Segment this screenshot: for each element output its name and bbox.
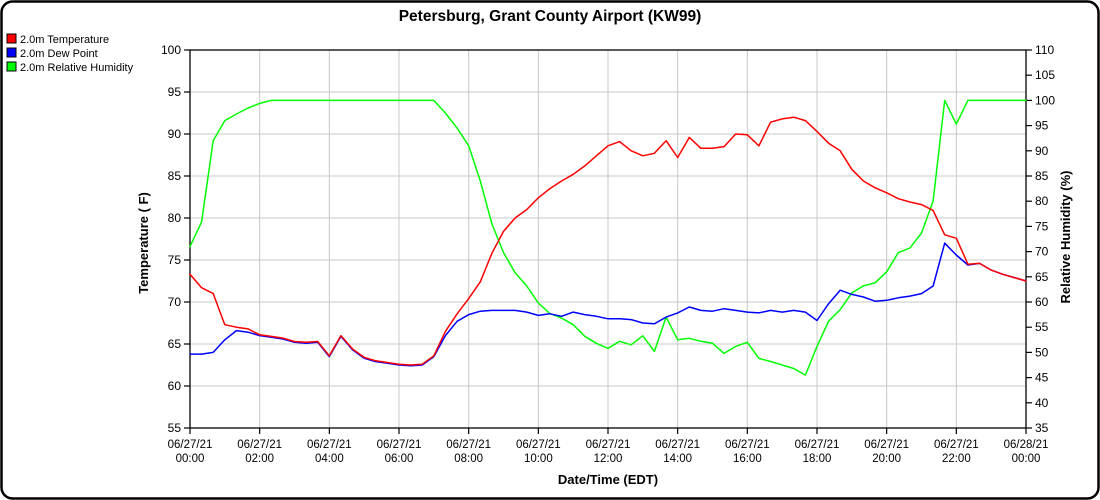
- x-axis-tick-label: 06/27/21 06:00: [377, 439, 422, 465]
- right-axis-tick-label: 60: [1035, 295, 1049, 309]
- axis-tick-labels: 55 60 65 70 75 80 85 90 95 100 35 40 45 50 55 60 65 70 75 8…: [161, 43, 1055, 465]
- right-axis-tick-label: 105: [1035, 68, 1055, 82]
- x-axis-tick-label: 06/27/21 02:00: [237, 439, 282, 465]
- x-axis-tick-label: 06/27/21 10:00: [516, 439, 561, 465]
- right-axis-tick-label: 95: [1035, 119, 1049, 133]
- x-axis-tick-label: 06/27/21 22:00: [934, 439, 979, 465]
- legend-item-temperature: 2.0m Temperature: [6, 33, 109, 46]
- relative-humidity-line: [189, 99, 1027, 376]
- left-axis-tick-label: 70: [168, 295, 182, 309]
- left-axis-tick-label: 90: [168, 127, 182, 141]
- right-axis-tick-label: 45: [1035, 371, 1049, 385]
- x-axis-tick-label: 06/27/21 14:00: [655, 439, 700, 465]
- temperature-line: [189, 116, 1027, 366]
- dew-point-legend-swatch: [6, 47, 17, 58]
- dew-point-line: [189, 242, 1027, 367]
- temperature-legend-label: 2.0m Temperature: [20, 34, 109, 46]
- relative-humidity-legend-label: 2.0m Relative Humidity: [20, 62, 134, 74]
- right-y-axis-title: Relative Humidity (%): [1058, 171, 1073, 304]
- right-axis-tick-label: 85: [1035, 169, 1049, 183]
- x-axis-tick-label: 06/27/21 12:00: [586, 439, 631, 465]
- x-axis-title: Date/Time (EDT): [558, 472, 658, 487]
- right-axis-tick-label: 100: [1035, 93, 1055, 107]
- x-axis-tick-label: 06/27/21 16:00: [725, 439, 770, 465]
- left-axis-tick-label: 65: [168, 337, 182, 351]
- right-axis-tick-label: 70: [1035, 245, 1049, 259]
- right-axis-tick-label: 50: [1035, 345, 1049, 359]
- data-series: [189, 99, 1027, 376]
- left-axis-tick-label: 95: [168, 85, 182, 99]
- legend-item-relative-humidity: 2.0m Relative Humidity: [6, 61, 134, 74]
- gridlines: [190, 50, 1026, 428]
- temperature-legend-swatch: [6, 33, 17, 44]
- right-axis-tick-label: 80: [1035, 194, 1049, 208]
- x-axis-tick-label: 06/28/21 00:00: [1004, 439, 1049, 465]
- left-y-axis-title: Temperature ( F): [136, 192, 151, 294]
- left-axis-tick-label: 100: [161, 43, 181, 57]
- legend: 2.0m Temperature 2.0m Dew Point 2.0m Rel…: [6, 33, 134, 74]
- chart-title: Petersburg, Grant County Airport (KW99): [399, 8, 702, 25]
- legend-item-dew-point: 2.0m Dew Point: [6, 47, 98, 60]
- right-axis-tick-label: 65: [1035, 270, 1049, 284]
- right-axis-tick-label: 55: [1035, 320, 1049, 334]
- right-axis-tick-label: 110: [1035, 43, 1054, 57]
- relative-humidity-legend-swatch: [6, 61, 17, 72]
- left-axis-tick-label: 60: [168, 379, 182, 393]
- x-axis-tick-label: 06/27/21 04:00: [307, 439, 352, 465]
- right-axis-tick-label: 75: [1035, 219, 1049, 233]
- right-axis-tick-label: 35: [1035, 421, 1049, 435]
- left-axis-tick-label: 75: [168, 253, 182, 267]
- left-axis-tick-label: 55: [168, 421, 182, 435]
- dew-point-legend-label: 2.0m Dew Point: [20, 48, 98, 60]
- right-axis-tick-label: 40: [1035, 396, 1049, 410]
- left-axis-tick-label: 85: [168, 169, 182, 183]
- right-axis-tick-label: 90: [1035, 144, 1049, 158]
- x-axis-tick-label: 06/27/21 20:00: [864, 439, 909, 465]
- left-axis-tick-label: 80: [168, 211, 182, 225]
- axis-ticks: [184, 49, 1032, 434]
- x-axis-tick-label: 06/27/21 18:00: [795, 439, 840, 465]
- x-axis-tick-label: 06/27/21 00:00: [168, 439, 213, 465]
- x-axis-tick-label: 06/27/21 08:00: [446, 439, 491, 465]
